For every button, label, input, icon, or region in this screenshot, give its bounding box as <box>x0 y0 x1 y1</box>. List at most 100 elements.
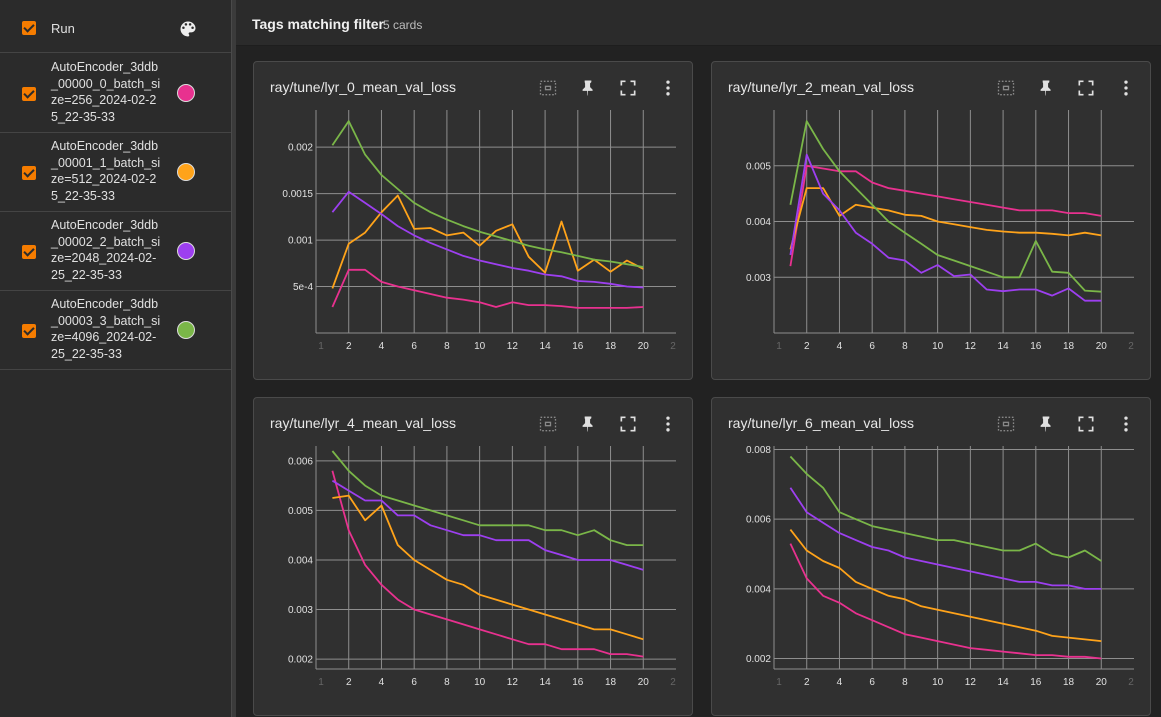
run-row[interactable]: AutoEncoder_3ddb_00002_2_batch_size=2048… <box>0 212 231 291</box>
x-tick-label: 6 <box>411 677 417 688</box>
x-tick-label: 2 <box>670 677 676 688</box>
run-checkbox[interactable] <box>22 166 36 180</box>
run-row[interactable]: AutoEncoder_3ddb_00003_3_batch_size=4096… <box>0 291 231 370</box>
runs-header: Run <box>0 3 231 53</box>
y-tick-label: 0.004 <box>288 555 313 566</box>
fullscreen-icon[interactable] <box>1076 414 1096 434</box>
x-tick-label: 2 <box>670 341 676 352</box>
fit-domain-icon[interactable] <box>996 78 1016 98</box>
y-tick-label: 0.002 <box>288 655 313 666</box>
run-color-swatch[interactable] <box>177 163 195 181</box>
x-tick-label: 16 <box>1030 341 1042 352</box>
x-tick-label: 8 <box>444 341 450 352</box>
y-tick-label: 0.004 <box>746 217 771 228</box>
x-tick-label: 6 <box>411 341 417 352</box>
x-tick-label: 6 <box>869 677 875 688</box>
more-options-icon[interactable] <box>1116 414 1136 434</box>
more-options-icon[interactable] <box>658 78 678 98</box>
x-tick-label: 1 <box>776 677 782 688</box>
run-label: AutoEncoder_3ddb_00003_3_batch_size=4096… <box>51 297 161 361</box>
runs-sidebar: Run AutoEncoder_3ddb_00000_0_batch_size=… <box>0 0 231 717</box>
x-tick-label: 10 <box>474 677 486 688</box>
more-options-icon[interactable] <box>658 414 678 434</box>
chart-card: ray/tune/lyr_6_mean_val_loss 2 4 6 8 10 12 14 16… <box>711 397 1151 716</box>
x-tick-label: 1 <box>318 677 324 688</box>
x-tick-label: 4 <box>837 341 843 352</box>
pin-icon[interactable] <box>1036 414 1056 434</box>
select-all-checkbox[interactable] <box>22 21 36 35</box>
y-tick-label: 0.004 <box>746 584 771 595</box>
x-tick-label: 10 <box>932 677 944 688</box>
run-label: AutoEncoder_3ddb_00000_0_batch_size=256_… <box>51 60 161 124</box>
x-tick-label: 20 <box>638 677 650 688</box>
pin-icon[interactable] <box>1036 78 1056 98</box>
y-tick-label: 0.006 <box>746 515 771 526</box>
series-line <box>331 194 644 289</box>
x-tick-label: 12 <box>507 677 519 688</box>
chart-title: ray/tune/lyr_6_mean_val_loss <box>728 415 914 431</box>
chart-card: ray/tune/lyr_2_mean_val_loss 2 4 6 8 10 12 14 16… <box>711 61 1151 380</box>
x-tick-label: 18 <box>1063 341 1075 352</box>
x-tick-label: 16 <box>572 341 584 352</box>
fit-domain-icon[interactable] <box>538 78 558 98</box>
line-chart[interactable]: 2 4 6 8 10 12 14 16 18 201 20.0020.0030.0040.0050.… <box>254 398 694 717</box>
x-tick-label: 18 <box>1063 677 1075 688</box>
fullscreen-icon[interactable] <box>1076 78 1096 98</box>
y-tick-label: 0.005 <box>746 161 771 172</box>
palette-icon[interactable] <box>178 19 198 39</box>
x-tick-label: 4 <box>837 677 843 688</box>
fit-domain-icon[interactable] <box>538 414 558 434</box>
run-label: AutoEncoder_3ddb_00001_1_batch_size=512_… <box>51 139 161 203</box>
run-color-swatch[interactable] <box>177 242 195 260</box>
pin-icon[interactable] <box>578 414 598 434</box>
fullscreen-icon[interactable] <box>618 414 638 434</box>
y-tick-label: 0.001 <box>288 236 313 247</box>
x-tick-label: 2 <box>346 341 352 352</box>
x-tick-label: 4 <box>379 341 385 352</box>
x-tick-label: 1 <box>318 341 324 352</box>
x-tick-label: 12 <box>965 677 977 688</box>
chart-title: ray/tune/lyr_4_mean_val_loss <box>270 415 456 431</box>
run-color-swatch[interactable] <box>177 321 195 339</box>
sidebar-resize-handle[interactable] <box>231 0 236 717</box>
x-tick-label: 2 <box>1128 341 1134 352</box>
chart-card: ray/tune/lyr_0_mean_val_loss 2 4 6 8 10 12 14 16… <box>253 61 693 380</box>
series-line <box>789 543 1102 660</box>
run-checkbox[interactable] <box>22 324 36 338</box>
series-line <box>331 120 644 268</box>
run-row[interactable]: AutoEncoder_3ddb_00000_0_batch_size=256_… <box>0 54 231 133</box>
run-checkbox[interactable] <box>22 87 36 101</box>
series-line <box>789 153 1102 302</box>
run-row[interactable]: AutoEncoder_3ddb_00001_1_batch_size=512_… <box>0 133 231 212</box>
x-tick-label: 2 <box>346 677 352 688</box>
x-tick-label: 20 <box>638 341 650 352</box>
series-line <box>331 268 644 309</box>
y-tick-label: 0.003 <box>746 273 771 284</box>
x-tick-label: 18 <box>605 677 617 688</box>
y-tick-label: 0.005 <box>288 506 313 517</box>
series-line <box>789 120 1102 293</box>
fullscreen-icon[interactable] <box>618 78 638 98</box>
card-count: 5 cards <box>383 18 423 32</box>
x-tick-label: 10 <box>474 341 486 352</box>
x-tick-label: 10 <box>932 341 944 352</box>
x-tick-label: 8 <box>902 341 908 352</box>
x-tick-label: 6 <box>869 341 875 352</box>
fit-domain-icon[interactable] <box>996 414 1016 434</box>
series-line <box>331 479 644 571</box>
x-tick-label: 14 <box>540 677 552 688</box>
x-tick-label: 4 <box>379 677 385 688</box>
x-tick-label: 8 <box>444 677 450 688</box>
page-title: Tags matching filter <box>252 16 384 32</box>
run-checkbox[interactable] <box>22 245 36 259</box>
run-label: AutoEncoder_3ddb_00002_2_batch_size=2048… <box>51 218 161 282</box>
more-options-icon[interactable] <box>1116 78 1136 98</box>
pin-icon[interactable] <box>578 78 598 98</box>
run-color-swatch[interactable] <box>177 84 195 102</box>
chart-title: ray/tune/lyr_2_mean_val_loss <box>728 79 914 95</box>
series-line <box>331 450 644 547</box>
